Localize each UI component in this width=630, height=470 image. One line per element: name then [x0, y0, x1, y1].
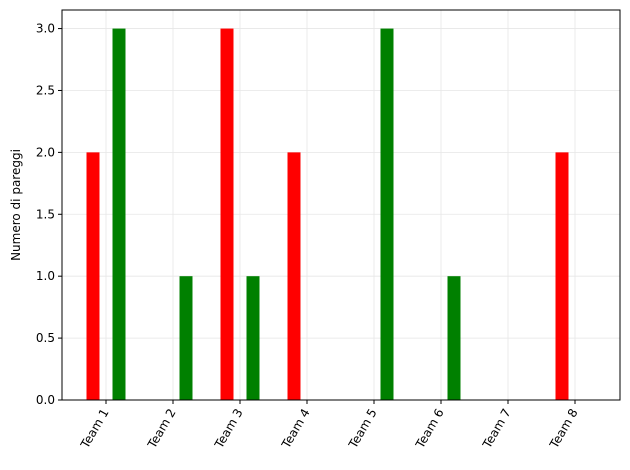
bar-red-8 [555, 152, 569, 400]
bars-group [86, 28, 569, 400]
y-tick-label: 1.5 [36, 207, 55, 221]
plot-frame [61, 9, 621, 401]
bar-green-3 [246, 276, 260, 400]
y-tick-label: 0.5 [36, 331, 55, 345]
bar-green-1 [112, 28, 126, 400]
y-axis: 0.0 0.5 1.0 1.5 2.0 2.5 3.0 [36, 22, 62, 407]
bar-red-4 [287, 152, 301, 400]
bar-green-2 [179, 276, 193, 400]
bar-red-1 [86, 152, 100, 400]
y-tick-label: 1.0 [36, 269, 55, 283]
y-tick-label: 2.5 [36, 83, 55, 97]
y-axis-label: Numero di pareggi [9, 149, 23, 261]
y-tick-label: 3.0 [36, 22, 55, 36]
bar-red-3 [220, 28, 234, 400]
bar-green-5 [380, 28, 394, 400]
y-tick-label: 2.0 [36, 145, 55, 159]
y-tick-label: 0.0 [36, 393, 55, 407]
grid-lines [62, 10, 620, 401]
bar-green-6 [447, 276, 461, 400]
